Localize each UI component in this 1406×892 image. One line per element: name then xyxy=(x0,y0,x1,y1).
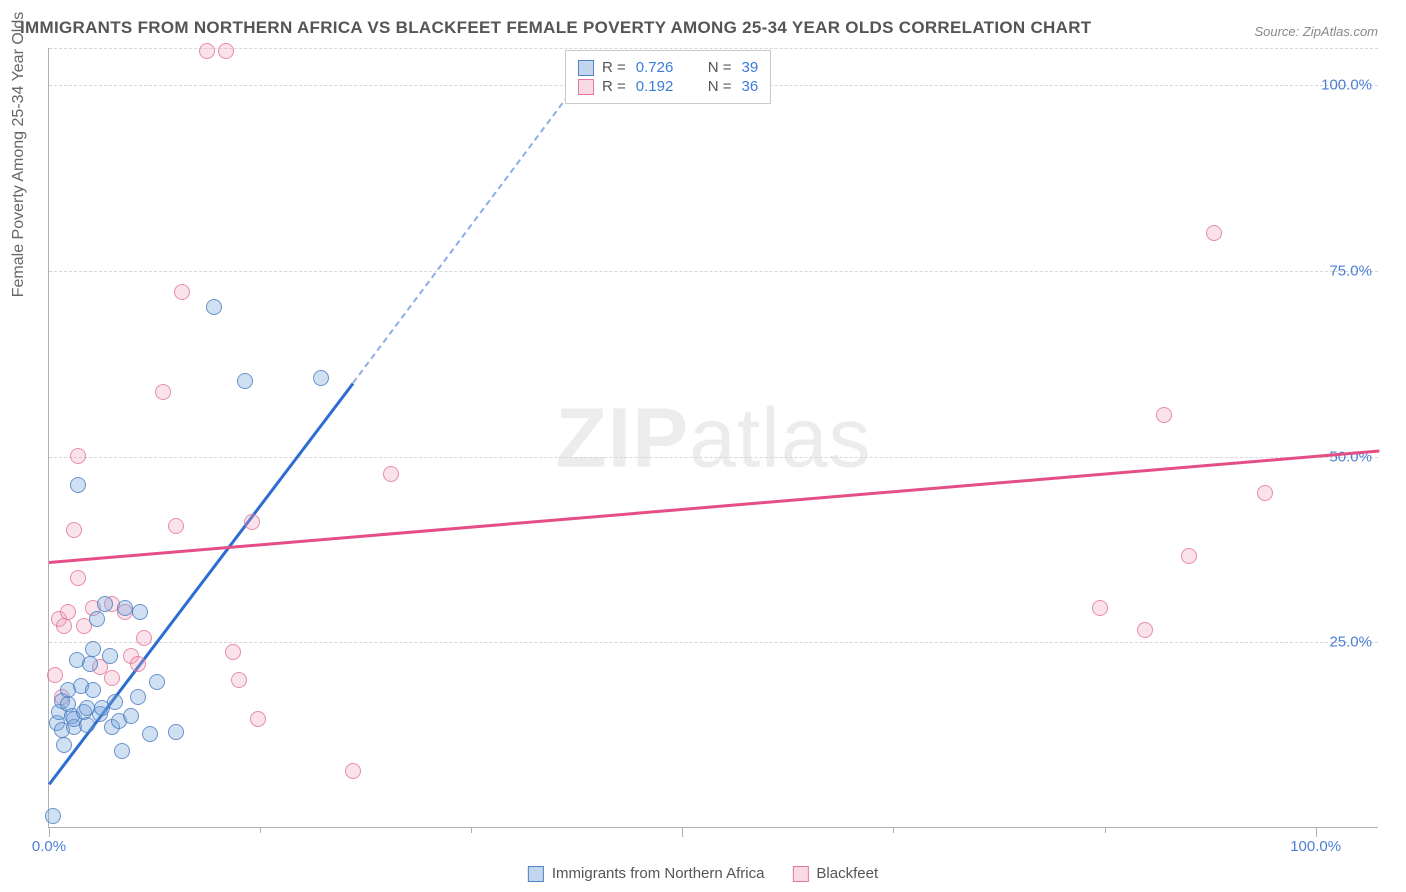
data-point xyxy=(1156,407,1172,423)
series-legend: Immigrants from Northern Africa Blackfee… xyxy=(528,865,878,882)
x-tick xyxy=(1316,827,1317,837)
data-point xyxy=(206,299,222,315)
data-point xyxy=(56,618,72,634)
data-point xyxy=(174,284,190,300)
legend-item-blue: Immigrants from Northern Africa xyxy=(528,865,765,882)
data-point xyxy=(231,672,247,688)
data-point xyxy=(89,611,105,627)
x-tick xyxy=(260,827,261,833)
legend-swatch-blue xyxy=(528,866,544,882)
x-tick xyxy=(682,827,683,837)
data-point xyxy=(70,477,86,493)
x-tick xyxy=(893,827,894,833)
n-value-blue: 39 xyxy=(742,59,759,76)
legend-swatch-pink xyxy=(792,866,808,882)
x-tick-label: 0.0% xyxy=(32,838,66,855)
r-value-pink: 0.192 xyxy=(636,78,690,95)
x-tick-label: 100.0% xyxy=(1290,838,1341,855)
gridline xyxy=(49,271,1378,272)
data-point xyxy=(60,604,76,620)
data-point xyxy=(85,641,101,657)
data-point xyxy=(244,514,260,530)
r-value-blue: 0.726 xyxy=(636,59,690,76)
source-attribution: Source: ZipAtlas.com xyxy=(1254,24,1378,39)
data-point xyxy=(250,711,266,727)
data-point xyxy=(345,763,361,779)
legend-row-blue: R = 0.726 N = 39 xyxy=(578,59,758,76)
data-point xyxy=(70,448,86,464)
data-point xyxy=(149,674,165,690)
legend-swatch-blue xyxy=(578,60,594,76)
y-axis-label: Female Poverty Among 25-34 Year Olds xyxy=(10,12,28,298)
data-point xyxy=(1137,622,1153,638)
gridline xyxy=(49,48,1378,49)
data-point xyxy=(114,743,130,759)
watermark-thin: atlas xyxy=(689,390,871,484)
data-point xyxy=(1181,548,1197,564)
watermark-bold: ZIP xyxy=(555,390,689,484)
data-point xyxy=(102,648,118,664)
data-point xyxy=(45,808,61,824)
chart-title: IMMIGRANTS FROM NORTHERN AFRICA VS BLACK… xyxy=(20,18,1091,38)
x-tick xyxy=(1105,827,1106,833)
correlation-legend: R = 0.726 N = 39 R = 0.192 N = 36 xyxy=(565,50,771,104)
data-point xyxy=(142,726,158,742)
data-point xyxy=(132,604,148,620)
data-point xyxy=(123,708,139,724)
data-point xyxy=(70,570,86,586)
legend-label-blue: Immigrants from Northern Africa xyxy=(552,865,765,882)
n-label: N = xyxy=(708,78,732,95)
data-point xyxy=(130,656,146,672)
data-point xyxy=(117,600,133,616)
data-point xyxy=(66,522,82,538)
data-point xyxy=(168,724,184,740)
n-value-pink: 36 xyxy=(742,78,759,95)
data-point xyxy=(1206,225,1222,241)
scatter-plot-area: ZIPatlas 25.0%50.0%75.0%100.0%0.0%100.0% xyxy=(48,48,1378,828)
y-tick-label: 25.0% xyxy=(1329,634,1372,651)
x-tick xyxy=(471,827,472,833)
data-point xyxy=(237,373,253,389)
r-label: R = xyxy=(602,59,626,76)
data-point xyxy=(82,656,98,672)
gridline xyxy=(49,642,1378,643)
legend-row-pink: R = 0.192 N = 36 xyxy=(578,78,758,95)
data-point xyxy=(47,667,63,683)
r-label: R = xyxy=(602,78,626,95)
data-point xyxy=(1257,485,1273,501)
data-point xyxy=(130,689,146,705)
legend-label-pink: Blackfeet xyxy=(816,865,878,882)
y-tick-label: 100.0% xyxy=(1321,77,1372,94)
data-point xyxy=(313,370,329,386)
data-point xyxy=(85,682,101,698)
data-point xyxy=(218,43,234,59)
data-point xyxy=(225,644,241,660)
data-point xyxy=(104,670,120,686)
trend-line xyxy=(352,78,582,384)
n-label: N = xyxy=(708,59,732,76)
x-tick xyxy=(49,827,50,837)
data-point xyxy=(199,43,215,59)
data-point xyxy=(97,596,113,612)
data-point xyxy=(107,694,123,710)
gridline xyxy=(49,457,1378,458)
data-point xyxy=(155,384,171,400)
legend-item-pink: Blackfeet xyxy=(792,865,878,882)
y-tick-label: 75.0% xyxy=(1329,262,1372,279)
data-point xyxy=(56,737,72,753)
watermark: ZIPatlas xyxy=(555,389,871,486)
data-point xyxy=(168,518,184,534)
data-point xyxy=(1092,600,1108,616)
legend-swatch-pink xyxy=(578,79,594,95)
data-point xyxy=(136,630,152,646)
data-point xyxy=(383,466,399,482)
